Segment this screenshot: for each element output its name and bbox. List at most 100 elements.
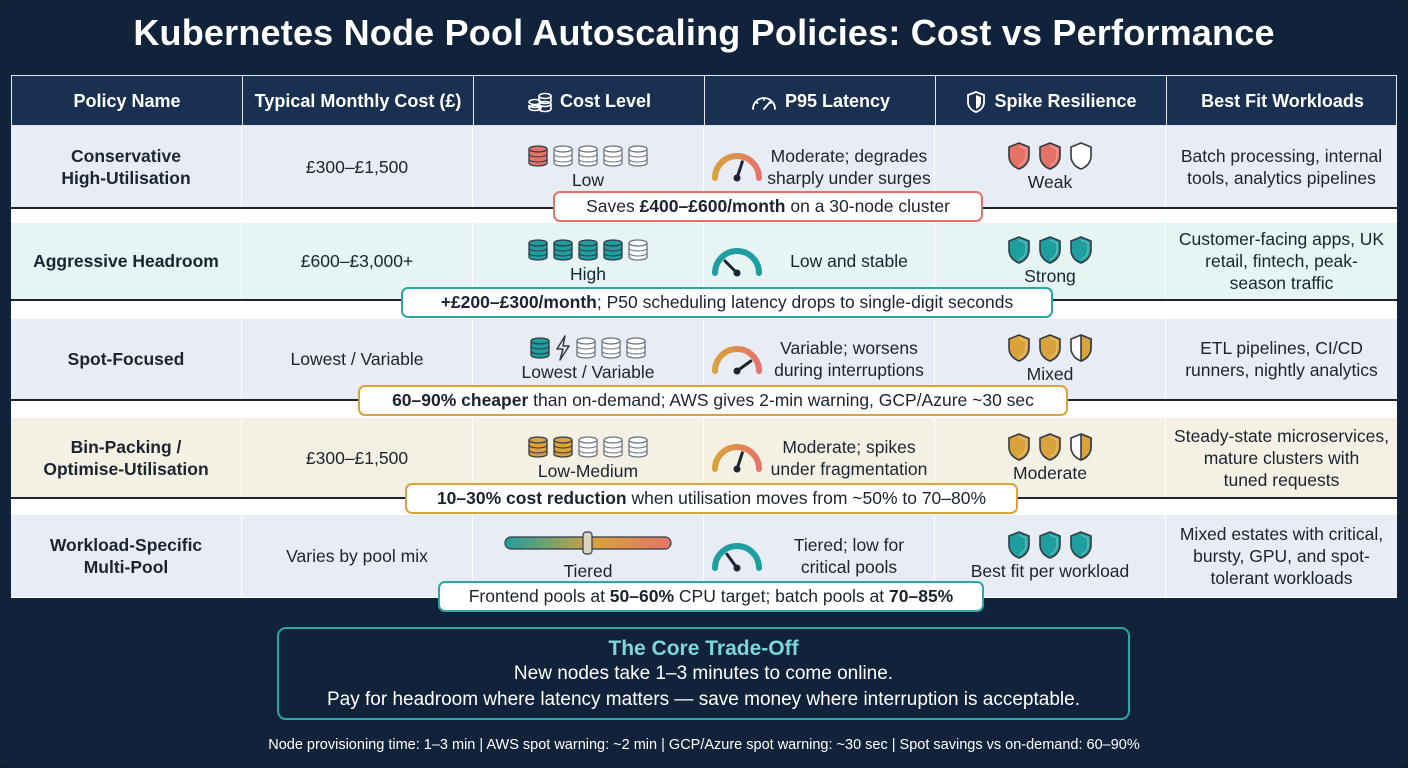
table-row: Bin-Packing / Optimise-Utilisation £300–£1… bbox=[11, 418, 1397, 497]
latency-gauge-icon bbox=[710, 241, 764, 282]
workloads-cell: Customer-facing apps, UK retail, fintech,… bbox=[1166, 223, 1397, 299]
latency-cell: Low and stable bbox=[704, 223, 935, 299]
cost-level-cylinders-icon bbox=[529, 335, 647, 361]
resilience-label: Weak bbox=[1027, 171, 1073, 192]
note-text: Frontend pools at bbox=[468, 586, 610, 606]
cost-level-cylinders-icon bbox=[527, 143, 649, 169]
monthly-cost-cell: £300–£1,500 bbox=[242, 418, 473, 497]
latency-text: critical pools bbox=[800, 557, 898, 577]
resilience-shields-icon bbox=[1006, 235, 1094, 265]
monthly-cost-cell: Lowest / Variable bbox=[242, 319, 473, 399]
monthly-cost-value: £300–£1,500 bbox=[305, 447, 409, 468]
workloads-line: tools, analytics pipelines bbox=[1187, 167, 1376, 188]
latency-cell: Moderate; spikes under fragmentation bbox=[704, 418, 935, 497]
workloads-line: Steady-state microservices, bbox=[1174, 425, 1389, 446]
latency-cell: Moderate; degrades sharply under surges bbox=[704, 126, 935, 207]
workloads-cell: Steady-state microservices, mature cluste… bbox=[1166, 418, 1397, 497]
policy-name-line: Spot-Focused bbox=[67, 349, 185, 369]
workloads-line: tolerant workloads bbox=[1210, 568, 1353, 588]
table-row: Spot-Focused Lowest / Variable Lowest / Va… bbox=[11, 319, 1397, 399]
resilience-cell: Mixed bbox=[935, 319, 1166, 399]
resilience-label: Moderate bbox=[1013, 462, 1087, 483]
workloads-cell: ETL pipelines, CI/CD runners, nightly ana… bbox=[1166, 319, 1397, 399]
policy-note-callout: 60–90% cheaper than on-demand; AWS gives… bbox=[358, 385, 1068, 416]
header-resilience: Spike Resilience bbox=[936, 76, 1167, 127]
header-cost-level: Cost Level bbox=[474, 76, 705, 127]
monthly-cost-cell: £600–£3,000+ bbox=[242, 223, 473, 299]
resilience-shields-icon bbox=[1006, 530, 1094, 560]
resilience-label: Strong bbox=[1024, 266, 1076, 286]
note-highlight: 70–85% bbox=[889, 586, 954, 606]
resilience-cell: Weak bbox=[935, 126, 1166, 207]
note-text: on a 30-node cluster bbox=[785, 196, 950, 216]
resilience-cell: Best fit per workload bbox=[935, 515, 1166, 597]
latency-text: Tiered; low for bbox=[793, 535, 905, 555]
resilience-shields-icon bbox=[1006, 432, 1094, 462]
workloads-line: mature clusters with bbox=[1203, 447, 1360, 468]
speedometer-icon bbox=[752, 96, 776, 110]
resilience-label: Best fit per workload bbox=[970, 561, 1130, 581]
policy-note-callout: Saves £400–£600/month on a 30-node clust… bbox=[553, 191, 983, 222]
workloads-line: Mixed estates with critical, bbox=[1179, 524, 1384, 544]
note-text: when utilisation moves from ~50% to 70–8… bbox=[626, 488, 987, 508]
cost-level-cell: Low bbox=[473, 126, 704, 207]
workloads-cell: Batch processing, internal tools, analyti… bbox=[1166, 126, 1397, 207]
workloads-line: bursty, GPU, and spot- bbox=[1193, 546, 1370, 566]
workloads-line: retail, fintech, peak- bbox=[1205, 251, 1358, 271]
policy-name-line: Workload-Specific bbox=[49, 535, 203, 555]
latency-text: Moderate; spikes bbox=[782, 436, 916, 457]
cost-level-label: Low bbox=[571, 169, 605, 190]
policy-name-line: High-Utilisation bbox=[61, 167, 191, 188]
latency-gauge-icon bbox=[710, 437, 764, 478]
monthly-cost-cell: Varies by pool mix bbox=[242, 515, 473, 597]
core-trade-off-box: The Core Trade-Off New nodes take 1–3 mi… bbox=[277, 627, 1130, 720]
note-highlight: 10–30% cost reduction bbox=[436, 488, 627, 508]
latency-text: sharply under surges bbox=[767, 167, 931, 188]
workloads-line: Customer-facing apps, UK bbox=[1178, 229, 1385, 249]
policy-name-line: Bin-Packing / bbox=[70, 436, 182, 457]
monthly-cost-value: £300–£1,500 bbox=[305, 156, 409, 177]
policy-note-callout: 10–30% cost reduction when utilisation m… bbox=[405, 483, 1018, 514]
cost-level-cell: Low-Medium bbox=[473, 418, 704, 497]
note-highlight: 60–90% cheaper bbox=[392, 390, 529, 410]
latency-gauge-icon bbox=[710, 146, 764, 187]
latency-cell: Tiered; low for critical pools bbox=[704, 515, 935, 597]
cost-level-cylinders-icon bbox=[527, 434, 649, 460]
cost-level-cylinders-icon bbox=[527, 237, 649, 263]
latency-cell: Variable; worsens during interruptions bbox=[704, 319, 935, 399]
note-text: ; P50 scheduling latency drops to single… bbox=[596, 292, 1014, 312]
core-title: The Core Trade-Off bbox=[608, 637, 799, 660]
policy-name-cell: Workload-Specific Multi-Pool bbox=[11, 515, 242, 597]
policy-name-line: Conservative bbox=[71, 145, 181, 166]
header-cost: Typical Monthly Cost (£) bbox=[243, 76, 474, 127]
shield-icon bbox=[967, 90, 986, 113]
note-text: Saves bbox=[586, 196, 640, 216]
header-latency: P95 Latency bbox=[705, 76, 936, 127]
cost-level-cell: Tiered bbox=[473, 515, 704, 597]
monthly-cost-value: Lowest / Variable bbox=[290, 349, 424, 369]
latency-gauge-icon bbox=[710, 339, 764, 380]
note-text: CPU target; batch pools at bbox=[674, 586, 890, 606]
header-workloads: Best Fit Workloads bbox=[1201, 91, 1364, 111]
policy-name-line: Aggressive Headroom bbox=[33, 251, 219, 271]
policy-name-line: Multi-Pool bbox=[83, 557, 169, 577]
workloads-line: ETL pipelines, CI/CD bbox=[1200, 338, 1363, 358]
latency-gauge-icon bbox=[710, 536, 764, 577]
cost-level-cell: High bbox=[473, 223, 704, 299]
policy-name-cell: Bin-Packing / Optimise-Utilisation bbox=[11, 418, 242, 497]
policy-note-callout: Frontend pools at 50–60% CPU target; bat… bbox=[438, 581, 984, 612]
policy-note-callout: +£200–£300/month; P50 scheduling latency… bbox=[401, 287, 1053, 318]
cost-level-cell: Lowest / Variable bbox=[473, 319, 704, 399]
table-row: Aggressive Headroom £600–£3,000+ High Low a… bbox=[11, 223, 1397, 299]
policy-name-cell: Aggressive Headroom bbox=[11, 223, 242, 299]
policy-name-line: Optimise-Utilisation bbox=[43, 458, 209, 479]
workloads-line: tuned requests bbox=[1223, 469, 1340, 490]
workloads-line: runners, nightly analytics bbox=[1185, 360, 1378, 380]
policy-name-cell: Conservative High-Utilisation bbox=[11, 126, 242, 207]
note-highlight: 50–60% bbox=[609, 586, 675, 606]
resilience-label: Mixed bbox=[1026, 364, 1074, 384]
resilience-shields-icon bbox=[1006, 333, 1094, 363]
resilience-cell: Strong bbox=[935, 223, 1166, 299]
latency-text: during interruptions bbox=[774, 360, 924, 380]
workloads-cell: Mixed estates with critical, bursty, GPU,… bbox=[1166, 515, 1397, 597]
